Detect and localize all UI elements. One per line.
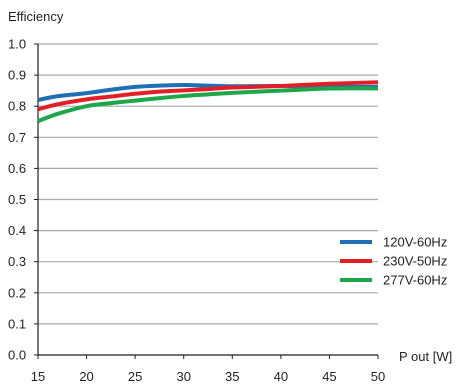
x-axis-label: P out [W] (399, 349, 452, 364)
axes (34, 43, 379, 359)
tick-labels: 0.0 0.1 0.2 0.3 0.4 0.5 0.6 0.7 0.8 0.9 1.0 15 20 25 3… (8, 37, 385, 385)
legend-label: 120V-60Hz (383, 235, 447, 250)
y-tick-label: 0.7 (8, 130, 26, 145)
legend-label: 230V-50Hz (383, 254, 447, 269)
y-tick-label: 0.9 (8, 68, 26, 83)
y-tick-label: 0.5 (8, 192, 26, 207)
y-tick-label: 0.2 (8, 285, 26, 300)
y-tick-label: 0.8 (8, 99, 26, 114)
y-axis-label: Efficiency (8, 9, 64, 24)
x-tick-label: 20 (79, 369, 93, 384)
legend: 120V-60Hz 230V-50Hz 277V-60Hz (340, 235, 447, 288)
grid-lines (38, 43, 378, 325)
x-tick-label: 30 (176, 369, 190, 384)
y-tick-label: 0.1 (8, 316, 26, 331)
series-line-2 (37, 80, 379, 112)
y-tick-label: 0.6 (8, 161, 26, 176)
x-tick-label: 25 (128, 369, 142, 384)
x-tick-label: 50 (371, 369, 385, 384)
legend-label: 277V-60Hz (383, 273, 447, 288)
x-tick-label: 35 (225, 369, 239, 384)
series-lines (37, 80, 379, 124)
y-tick-label: 0.3 (8, 254, 26, 269)
x-tick-label: 40 (274, 369, 288, 384)
y-tick-label: 0.4 (8, 223, 26, 238)
y-tick-label: 1.0 (8, 37, 26, 52)
series-line-3 (37, 86, 379, 124)
x-tick-label: 15 (31, 369, 45, 384)
y-tick-label: 0.0 (8, 348, 26, 363)
x-tick-label: 45 (322, 369, 336, 384)
